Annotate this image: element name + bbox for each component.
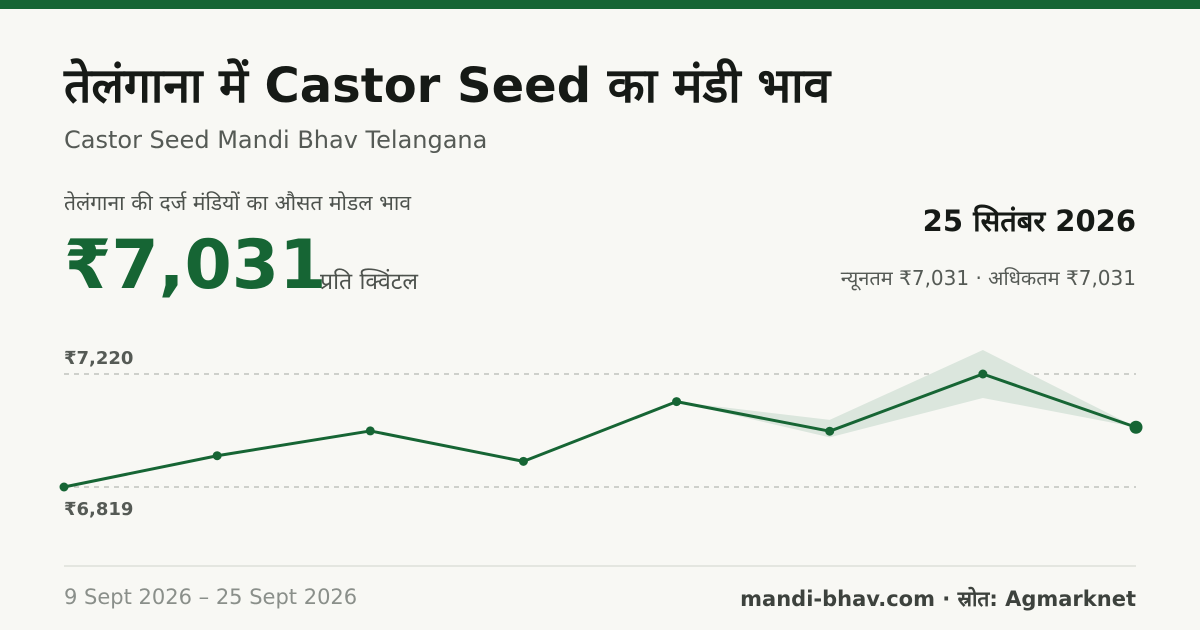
price-series-line xyxy=(63,372,1137,489)
data-point xyxy=(825,426,835,436)
y-tick-label-max: ₹7,220 xyxy=(64,348,133,369)
y-tick-label-min: ₹6,819 xyxy=(64,499,133,520)
data-points xyxy=(59,369,1143,492)
average-price-label: तेलंगाना की दर्ज मंडियों का औसत मोडल भाव xyxy=(64,191,412,215)
top-accent-bar xyxy=(0,0,1200,9)
data-point xyxy=(212,451,222,461)
data-point xyxy=(518,456,528,466)
footer-source: mandi-bhav.com · स्रोत: Agmarknet xyxy=(740,587,1136,611)
data-point xyxy=(59,482,69,492)
min-max-range: न्यूनतम ₹7,031 · अधिकतम ₹7,031 xyxy=(840,266,1136,290)
price-unit: प्रति क्विंटल xyxy=(320,269,418,295)
min-max-band xyxy=(64,350,1136,487)
footer-date-range: 9 Sept 2026 – 25 Sept 2026 xyxy=(64,585,358,609)
data-point xyxy=(1129,420,1143,434)
average-price-value: ₹7,031 xyxy=(64,226,327,305)
data-point xyxy=(672,397,682,407)
footer-divider xyxy=(64,565,1136,567)
data-point xyxy=(365,426,375,436)
report-date: 25 सितंबर 2026 xyxy=(922,204,1136,238)
data-point xyxy=(978,369,988,379)
page-subtitle: Castor Seed Mandi Bhav Telangana xyxy=(64,126,488,154)
page-title: तेलंगाना में Castor Seed का मंडी भाव xyxy=(64,58,831,114)
